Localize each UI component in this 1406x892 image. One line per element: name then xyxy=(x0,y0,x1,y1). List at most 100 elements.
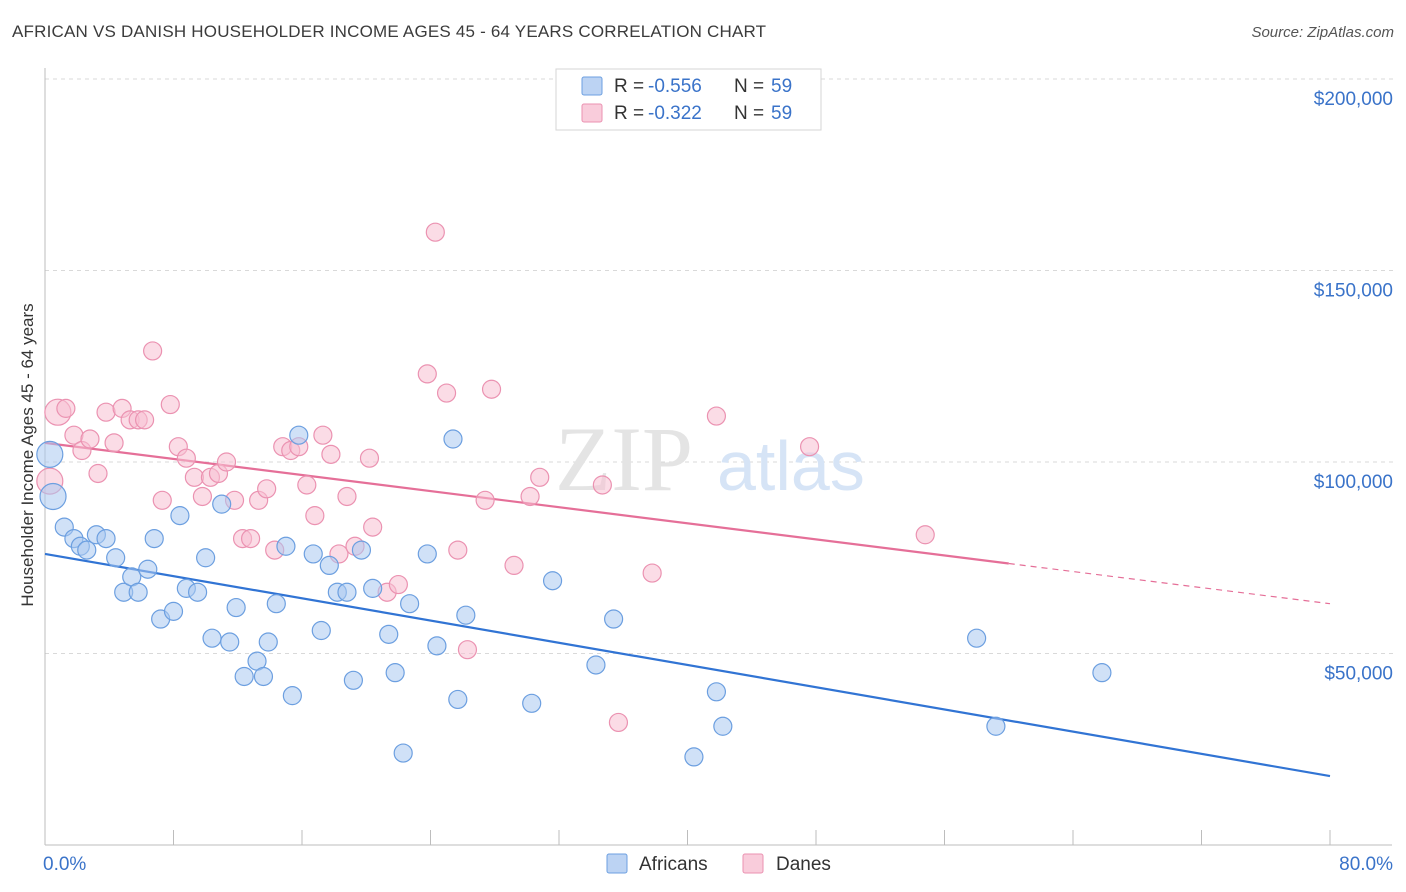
danes-point xyxy=(104,433,124,453)
africans-point xyxy=(604,609,624,629)
africans-point xyxy=(170,506,190,526)
africans-point xyxy=(106,548,126,568)
africans-r-value: -0.556 xyxy=(648,76,702,97)
africans-point xyxy=(258,632,278,652)
danes-n-value: 59 xyxy=(771,103,792,124)
danes-point xyxy=(297,475,317,495)
africans-point xyxy=(196,548,216,568)
y-tick-label: $100,000 xyxy=(1314,472,1393,493)
africans-point xyxy=(163,601,184,621)
danes-point xyxy=(481,379,502,399)
africans-point xyxy=(986,716,1006,736)
danes-trend-extension xyxy=(1008,562,1331,605)
africans-point xyxy=(363,578,383,598)
africans-point xyxy=(96,528,116,549)
danes-point xyxy=(915,525,935,545)
africans-point xyxy=(282,686,302,706)
africans-point xyxy=(443,429,463,449)
danes-r-value: -0.322 xyxy=(648,103,702,124)
watermark-atlas: atlas xyxy=(717,427,865,505)
africans-point xyxy=(586,655,606,675)
africans-point xyxy=(385,663,405,683)
africans-point xyxy=(220,632,240,652)
africans-swatch xyxy=(581,76,603,96)
africans-point xyxy=(351,540,372,560)
africans-point xyxy=(128,582,148,602)
stats-legend: R = -0.556 N = 59 R = -0.322 N = 59 xyxy=(555,68,822,131)
africans-point xyxy=(393,743,413,763)
africans-point xyxy=(542,571,563,591)
africans-r-label: R = xyxy=(614,76,644,97)
danes-point xyxy=(608,712,629,733)
legend-danes-swatch xyxy=(742,853,764,874)
africans-point xyxy=(144,528,164,549)
africans-point xyxy=(427,636,447,656)
africans-n-label: N = xyxy=(734,76,764,97)
danes-point xyxy=(337,486,357,507)
danes-point xyxy=(530,467,550,487)
africans-point xyxy=(417,544,437,564)
danes-point xyxy=(257,479,277,499)
africans-n-value: 59 xyxy=(771,76,792,97)
y-tick-label: $200,000 xyxy=(1314,89,1393,110)
y-tick-labels: $50,000 $100,000 $150,000 $200,000 xyxy=(1314,89,1393,685)
danes-point xyxy=(241,528,261,549)
chart-title: AFRICAN VS DANISH HOUSEHOLDER INCOME AGE… xyxy=(12,22,767,41)
africans-point xyxy=(226,597,246,618)
africans-point xyxy=(967,628,987,648)
chart-source: Source: ZipAtlas.com xyxy=(1251,24,1394,41)
africans-point xyxy=(234,666,254,687)
africans-point xyxy=(684,747,704,767)
danes-point xyxy=(192,486,213,507)
legend-africans-label: Africans xyxy=(639,854,708,875)
africans-point xyxy=(400,594,420,614)
danes-n-label: N = xyxy=(734,103,764,124)
africans-point xyxy=(39,482,67,511)
africans-point xyxy=(187,582,208,602)
danes-point xyxy=(592,475,612,495)
legend-africans-swatch xyxy=(606,853,628,874)
data-points xyxy=(36,222,1112,767)
africans-point xyxy=(456,605,476,625)
danes-point xyxy=(96,402,116,422)
africans-point xyxy=(202,628,222,648)
africans-point xyxy=(266,594,286,614)
series-legend: Africans Danes xyxy=(606,853,831,875)
africans-point xyxy=(343,670,363,690)
legend-danes-label: Danes xyxy=(776,854,831,875)
danes-swatch xyxy=(581,103,603,123)
africans-point xyxy=(706,682,727,702)
africans-point xyxy=(289,425,309,445)
danes-point xyxy=(799,437,820,457)
danes-point xyxy=(321,444,341,464)
africans-point xyxy=(337,582,357,602)
africans-point xyxy=(311,620,331,641)
danes-point xyxy=(388,574,408,595)
danes-r-label: R = xyxy=(614,103,644,124)
africans-point xyxy=(713,716,733,736)
danes-point xyxy=(56,398,76,418)
danes-point xyxy=(363,517,383,537)
africans-trend-line xyxy=(44,552,1331,778)
africans-point xyxy=(448,689,468,710)
danes-point xyxy=(417,364,437,384)
africans-point xyxy=(212,494,232,514)
danes-point xyxy=(457,640,478,660)
danes-point xyxy=(160,394,180,415)
watermark-zip: ZIP xyxy=(555,408,693,510)
africans-point xyxy=(138,559,158,579)
y-tick-label: $50,000 xyxy=(1324,664,1393,685)
danes-point xyxy=(184,467,204,487)
danes-point xyxy=(305,506,325,526)
danes-point xyxy=(448,540,468,560)
africans-point xyxy=(303,544,323,564)
africans-point xyxy=(253,666,274,687)
danes-point xyxy=(176,448,196,468)
danes-point xyxy=(143,341,163,361)
africans-point xyxy=(522,693,542,713)
africans-point xyxy=(77,540,97,560)
danes-point xyxy=(425,222,445,242)
danes-point xyxy=(216,452,237,472)
africans-point xyxy=(319,555,339,576)
